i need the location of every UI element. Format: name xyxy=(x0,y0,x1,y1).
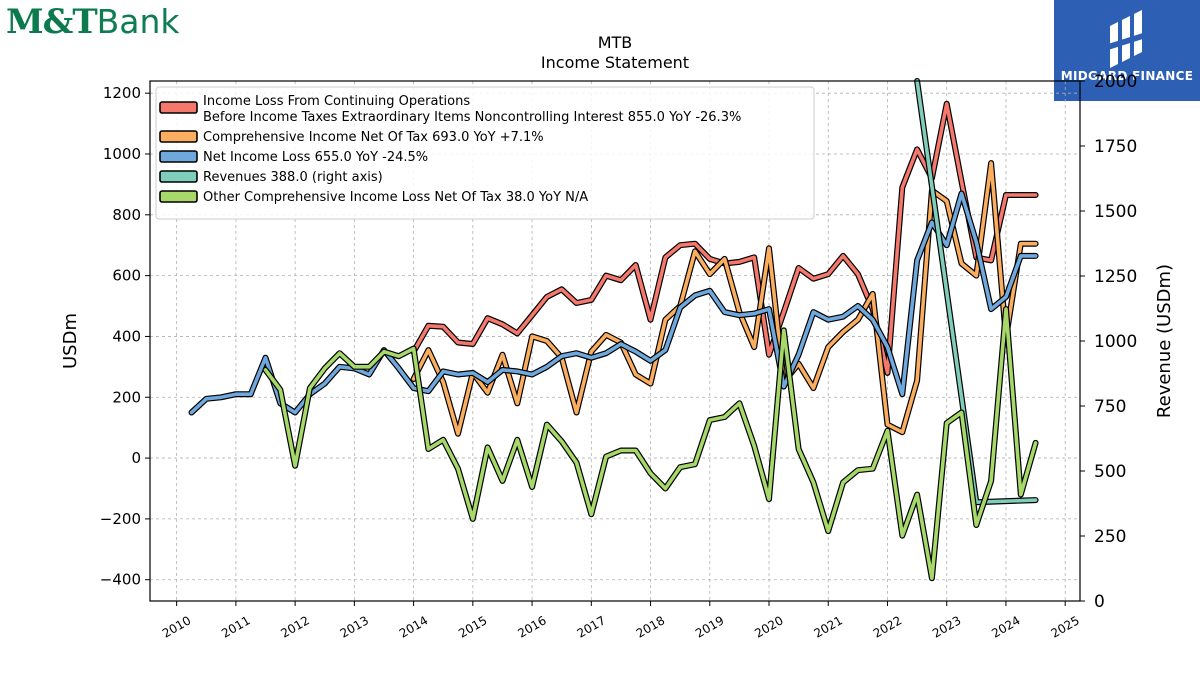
y-axis-right-label: Revenue (USDm) xyxy=(1154,264,1175,418)
y-right-tick-label: 250 xyxy=(1094,527,1126,547)
y-tick-label: 1200 xyxy=(103,84,141,102)
y-tick-label: 400 xyxy=(112,327,141,345)
x-tick-label: 2012 xyxy=(278,613,311,640)
y-tick-label: 1000 xyxy=(103,145,141,163)
y-right-tick-label: 750 xyxy=(1094,397,1126,417)
y-right-tick-label: 500 xyxy=(1094,462,1126,482)
x-tick-label: 2025 xyxy=(1048,613,1081,640)
y-tick-label: 600 xyxy=(112,267,141,285)
mt-bank-logo: M&TBank xyxy=(6,2,180,42)
x-tick-label: 2013 xyxy=(338,613,371,640)
legend-entry: Other Comprehensive Income Loss Net Of T… xyxy=(203,190,588,205)
x-axis: 2010 2011 2012 2013 2014 2015 2016 2017 2018 2019… xyxy=(160,601,1082,641)
legend-entry-line: Before Income Taxes Extraordinary Items … xyxy=(203,110,741,125)
series-stroke xyxy=(189,191,1038,415)
x-tick-label: 2023 xyxy=(930,613,963,640)
legend-swatch xyxy=(159,190,198,203)
legend-entry-line: Net Income Loss 655.0 YoY -24.5% xyxy=(203,150,428,165)
x-tick-label: 2011 xyxy=(219,613,252,640)
series-line-4 xyxy=(262,306,1039,582)
legend-entry: Revenues 388.0 (right axis) xyxy=(203,170,383,185)
bank-logo-text: Bank xyxy=(96,2,180,41)
x-tick-label: 2014 xyxy=(397,613,430,640)
y-tick-label: 800 xyxy=(112,206,141,224)
y-right-tick-label: 1250 xyxy=(1094,267,1137,287)
x-tick-label: 2015 xyxy=(456,613,489,640)
chart-subtitle: Income Statement xyxy=(541,53,689,72)
y-tick-label: 0 xyxy=(131,449,141,467)
legend-entry-line: Revenues 388.0 (right axis) xyxy=(203,170,383,185)
midgard-finance-logo: MIDGARD FINANCE xyxy=(1054,0,1200,101)
legend-entry-line: Income Loss From Continuing Operations xyxy=(203,94,470,109)
x-tick-label: 2010 xyxy=(160,613,193,640)
chart-title: MTB xyxy=(598,33,633,52)
legend-swatch xyxy=(159,170,198,183)
x-tick-label: 2020 xyxy=(752,613,785,640)
y-tick-label: 200 xyxy=(112,388,141,406)
legend-swatch xyxy=(159,101,198,114)
legend-box xyxy=(155,86,815,220)
y-right-tick-label: 2000 xyxy=(1094,72,1137,92)
legend-entry: Income Loss From Continuing Operations Be… xyxy=(203,94,741,125)
y-tick-label: −400 xyxy=(100,571,141,589)
legend: Income Loss From Continuing Operations Be… xyxy=(155,86,815,220)
y-right-tick-label: 0 xyxy=(1094,592,1105,612)
x-tick-label: 2024 xyxy=(989,613,1022,640)
y-right-tick-label: 1500 xyxy=(1094,202,1137,222)
legend-entry-line: Other Comprehensive Income Loss Net Of T… xyxy=(203,190,588,205)
x-tick-label: 2016 xyxy=(515,613,548,640)
x-tick-label: 2019 xyxy=(693,613,726,640)
right-axis: 0 250 500 750 1000 1250 1500 1750 2000 xyxy=(1080,72,1137,612)
legend-entry-line: Comprehensive Income Net Of Tax 693.0 Yo… xyxy=(203,130,544,145)
midgard-logo-text: MIDGARD FINANCE xyxy=(1060,69,1194,83)
x-tick-label: 2017 xyxy=(575,613,608,640)
mt-logo-text: M&T xyxy=(6,2,98,42)
y-axis-label: USDm xyxy=(60,313,81,369)
y-right-tick-label: 1000 xyxy=(1094,332,1137,352)
legend-entry: Comprehensive Income Net Of Tax 693.0 Yo… xyxy=(203,130,544,145)
series-stroke xyxy=(263,307,1038,581)
legend-swatch xyxy=(159,130,198,143)
x-tick-label: 2018 xyxy=(634,613,667,640)
series-line-2 xyxy=(188,190,1039,416)
y-right-tick-label: 1750 xyxy=(1094,137,1137,157)
series-layer xyxy=(188,78,1039,582)
x-tick-label: 2022 xyxy=(871,613,904,640)
y-tick-label: −200 xyxy=(100,510,141,528)
left-axis: −400 −200 0 200 400 600 800 1000 1200 xyxy=(100,84,150,589)
legend-swatch xyxy=(159,150,198,163)
legend-entry: Net Income Loss 655.0 YoY -24.5% xyxy=(203,150,428,165)
x-tick-label: 2021 xyxy=(812,613,845,640)
midgard-mark-icon xyxy=(1108,10,1146,68)
